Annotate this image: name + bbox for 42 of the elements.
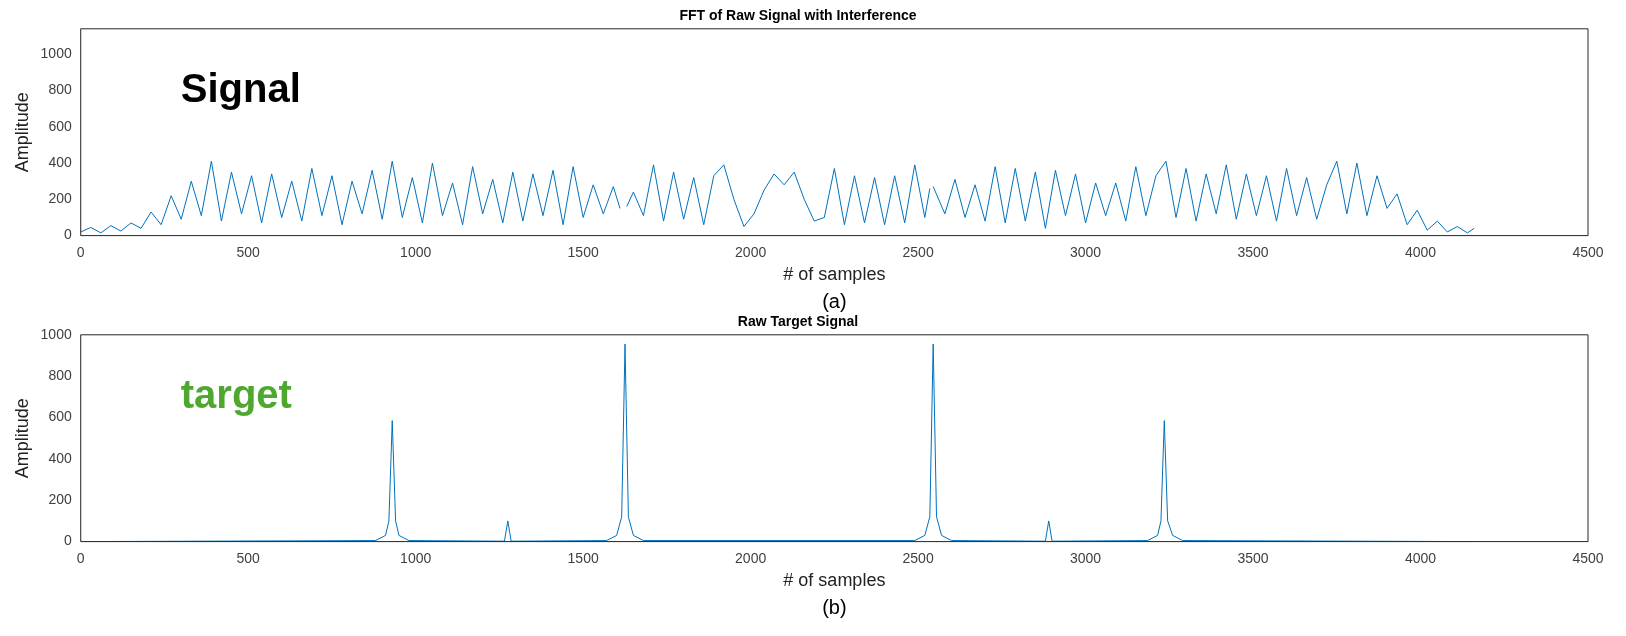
y-tick-label: 600 (48, 408, 72, 425)
chart-title: Raw Target Signal (737, 313, 859, 330)
x-tick-label: 1000 (400, 549, 432, 566)
x-tick-label: 500 (236, 549, 261, 566)
annotation: target (180, 371, 292, 416)
x-tick-label: 0 (76, 243, 85, 260)
text: (a) (822, 289, 847, 312)
y-tick-label: 400 (48, 153, 72, 170)
y-axis-title: Amplitude (11, 398, 32, 479)
x-tick-label: 2000 (735, 549, 767, 566)
y-tick-label: 200 (48, 190, 72, 207)
y-tick-label: 800 (48, 81, 72, 98)
y-tick-label: 800 (48, 367, 72, 384)
annotation: Signal (180, 65, 301, 110)
y-axis-title: Amplitude (11, 92, 32, 173)
x-tick-label: 4000 (1404, 549, 1437, 566)
x-tick-label: 4500 (1572, 549, 1604, 566)
y-tick-label: 1000 (40, 45, 72, 62)
chart-title: FFT of Raw Signal with Interference (679, 7, 917, 24)
x-tick-label: 3000 (1070, 243, 1102, 260)
x-axis-title: # of samples (783, 264, 886, 285)
y-tick-label: 600 (48, 117, 72, 134)
x-tick-label: 4000 (1404, 243, 1437, 260)
y-tick-label: 200 (48, 491, 72, 508)
x-axis-title: # of samples (783, 570, 886, 591)
y-tick-label: 0 (63, 226, 72, 243)
x-tick-label: 2500 (902, 549, 934, 566)
y-tick-label: 0 (63, 532, 72, 549)
x-tick-label: 2000 (735, 243, 767, 260)
x-tick-label: 3500 (1237, 243, 1269, 260)
x-tick-label: 4500 (1572, 243, 1604, 260)
x-tick-label: 1500 (567, 549, 599, 566)
x-tick-label: 1000 (400, 243, 432, 260)
y-tick-label: 400 (48, 449, 72, 466)
x-tick-label: 2500 (902, 243, 934, 260)
x-tick-label: 3000 (1070, 549, 1102, 566)
x-tick-label: 3500 (1237, 549, 1269, 566)
x-tick-label: 500 (236, 243, 261, 260)
y-tick-label: 1000 (40, 325, 72, 342)
x-tick-label: 1500 (567, 243, 599, 260)
x-tick-label: 0 (76, 549, 85, 566)
text: (b) (822, 595, 847, 618)
